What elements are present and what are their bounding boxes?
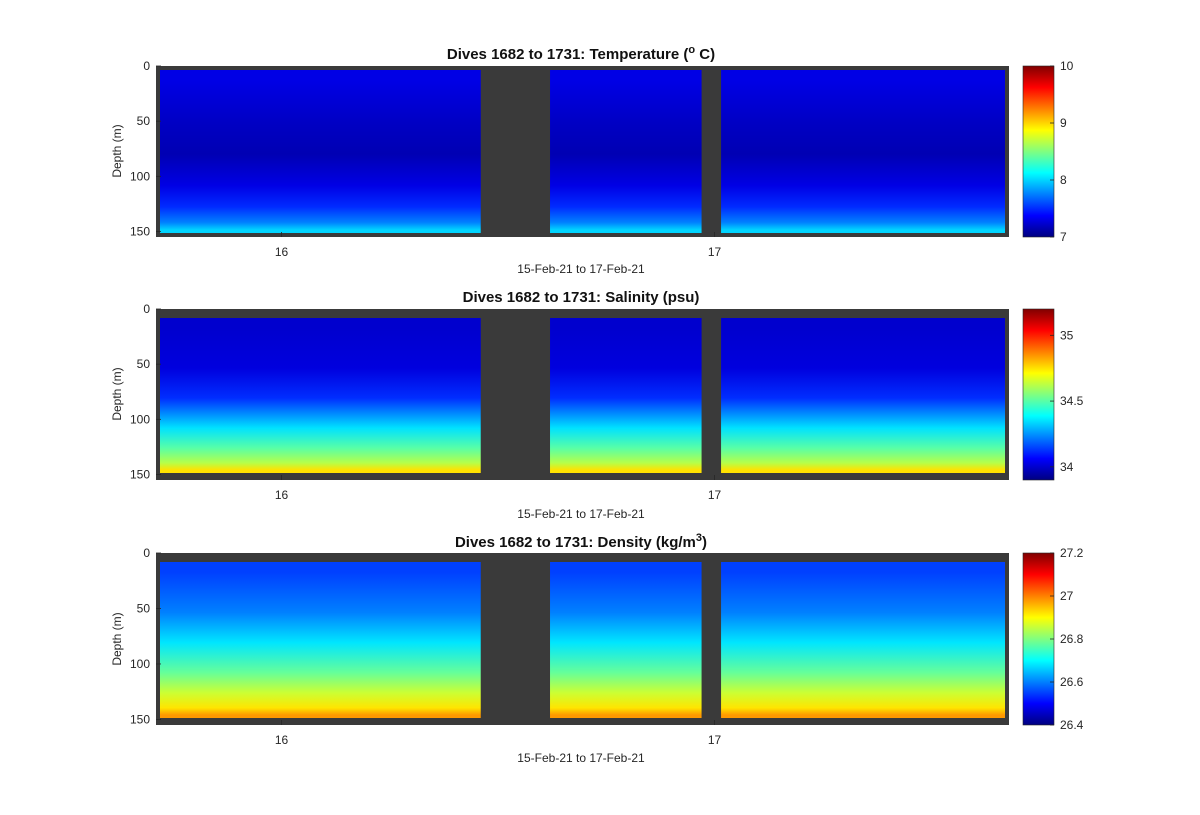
- x-tick-label: 16: [275, 733, 289, 747]
- colorbar: [1022, 65, 1055, 238]
- y-tick-label: 150: [130, 712, 150, 726]
- data-gap: [701, 553, 722, 725]
- data-gap: [480, 553, 551, 725]
- x-axis-label: 15-Feb-21 to 17-Feb-21: [517, 751, 645, 765]
- colorbar-tick-label: 8: [1060, 173, 1067, 187]
- colorbar-tick-label: 7: [1060, 230, 1067, 244]
- data-gaps: [480, 553, 722, 725]
- axis-ticks: 16 17 0 50 100 150: [130, 302, 722, 502]
- axis-ticks: 16 17 0 50 100 150: [130, 546, 722, 747]
- y-tick-label: 50: [137, 357, 151, 371]
- y-tick-label: 100: [130, 412, 150, 426]
- colorbar-tick-label: 10: [1060, 59, 1074, 73]
- y-tick-label: 150: [130, 467, 150, 481]
- colorbar-tick-label: 34.5: [1060, 394, 1084, 408]
- data-gaps: [480, 309, 722, 480]
- colorbar-tick-label: 35: [1060, 328, 1074, 342]
- x-tick-label: 17: [708, 733, 722, 747]
- heatmap-field: [160, 562, 1005, 718]
- y-axis-label: Depth (m): [110, 367, 124, 420]
- chart-title: Dives 1682 to 1731: Density (kg/m3): [455, 532, 707, 551]
- y-axis-label: Depth (m): [110, 124, 124, 177]
- salinity-panel: Dives 1682 to 1731: Salinity (psu) 16 17 0…: [110, 289, 1084, 521]
- colorbar-tick-label: 26.4: [1060, 718, 1084, 732]
- colorbar-ticks: 26.4 26.6 26.8 27 27.2: [1050, 546, 1084, 732]
- colorbar: [1022, 552, 1055, 726]
- temperature-panel: Dives 1682 to 1731: Temperature (o C) 16…: [110, 44, 1074, 276]
- y-tick-label: 0: [143, 302, 150, 316]
- chart-title: Dives 1682 to 1731: Salinity (psu): [463, 289, 700, 306]
- y-tick-label: 50: [137, 114, 151, 128]
- colorbar-tick-label: 26.8: [1060, 632, 1084, 646]
- colorbar-tick-label: 34: [1060, 460, 1074, 474]
- colorbar: [1022, 308, 1055, 481]
- x-tick-label: 17: [708, 488, 722, 502]
- colorbar-tick-label: 27.2: [1060, 546, 1084, 560]
- colorbar-ticks: 34 34.5 35: [1050, 328, 1084, 474]
- y-axis-label: Depth (m): [110, 612, 124, 665]
- colorbar-tick-label: 9: [1060, 116, 1067, 130]
- axis-ticks: 16 17 0 50 100 150: [130, 59, 722, 259]
- data-gap: [701, 309, 722, 480]
- y-tick-label: 50: [137, 601, 151, 615]
- x-axis-label: 15-Feb-21 to 17-Feb-21: [517, 262, 645, 276]
- y-tick-label: 150: [130, 224, 150, 238]
- heatmap-field: [160, 318, 1005, 473]
- data-gap: [480, 309, 551, 480]
- heatmap-field: [160, 70, 1005, 233]
- data-gap: [701, 66, 722, 237]
- y-tick-label: 100: [130, 169, 150, 183]
- y-tick-label: 100: [130, 657, 150, 671]
- x-tick-label: 16: [275, 245, 289, 259]
- x-tick-label: 17: [708, 245, 722, 259]
- colorbar-ticks: 7 8 9 10: [1050, 59, 1074, 244]
- y-tick-label: 0: [143, 546, 150, 560]
- x-tick-label: 16: [275, 488, 289, 502]
- colorbar-tick-label: 26.6: [1060, 675, 1084, 689]
- x-axis-label: 15-Feb-21 to 17-Feb-21: [517, 507, 645, 521]
- data-gap: [480, 66, 551, 237]
- density-panel: Dives 1682 to 1731: Density (kg/m3) 16 17…: [110, 532, 1084, 765]
- data-gaps: [480, 66, 722, 237]
- colorbar-tick-label: 27: [1060, 589, 1074, 603]
- chart-title: Dives 1682 to 1731: Temperature (o C): [447, 44, 715, 63]
- y-tick-label: 0: [143, 59, 150, 73]
